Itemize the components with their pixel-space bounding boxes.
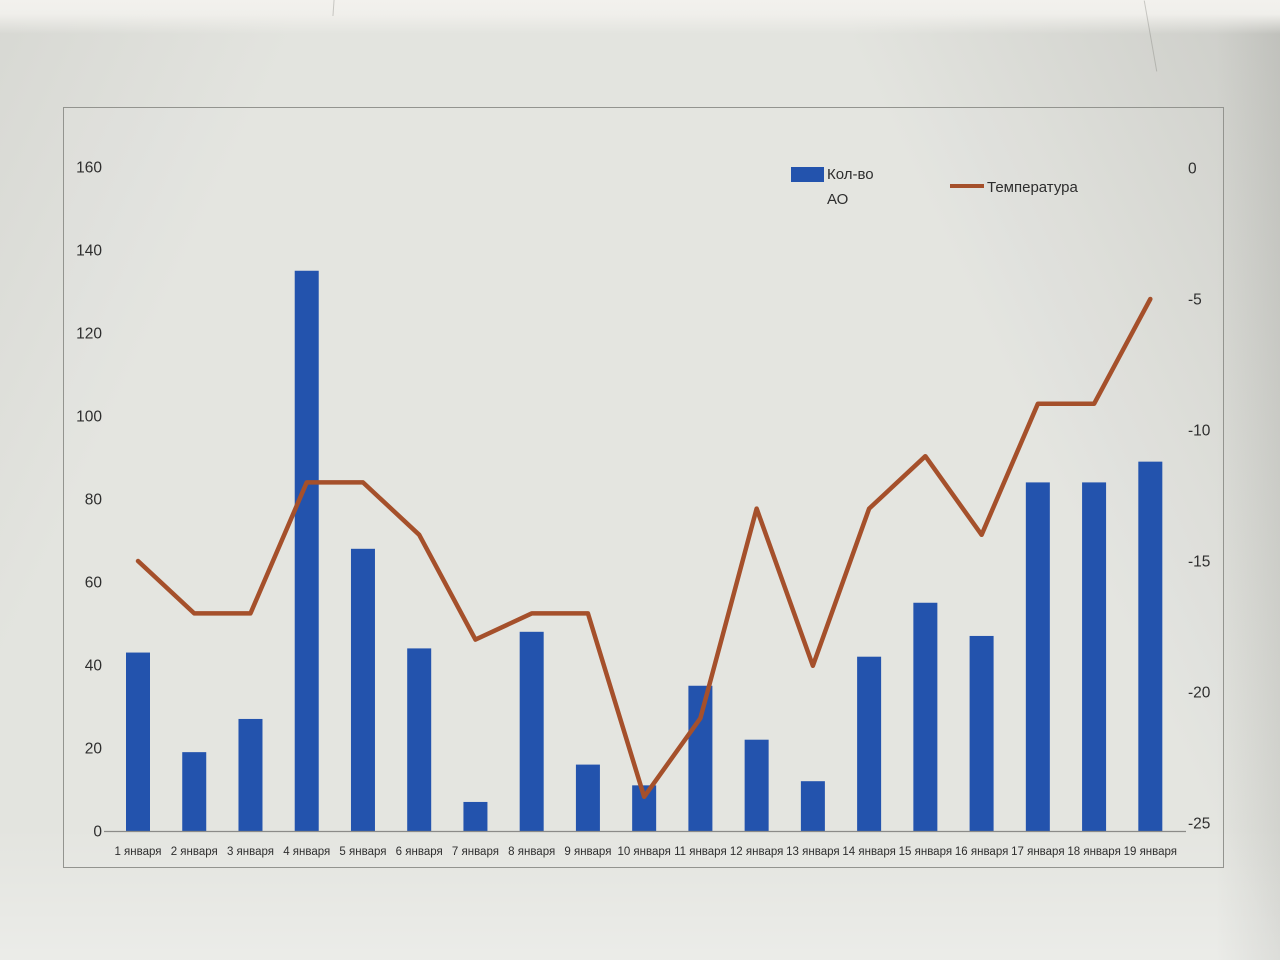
left-axis-tick: 60: [85, 575, 103, 592]
x-axis-label: 2 января: [171, 846, 218, 858]
temperature-line: [135, 296, 1153, 800]
bar-15 января: [913, 602, 938, 831]
bar-12 января: [744, 739, 769, 831]
bar-1 января: [126, 652, 150, 831]
x-axis-label: 7 января: [452, 846, 499, 858]
bar-16 января: [969, 635, 994, 831]
bar-19 января: [1138, 461, 1163, 831]
x-axis-label: 14 января: [842, 846, 895, 858]
left-axis-tick: 160: [76, 160, 102, 177]
chart-frame: 160 140 120 100 80 60 40 20 0 0 -5 -10 -15 -20 -25 1 ян…: [63, 107, 1224, 868]
bar-7 января: [463, 801, 488, 831]
legend-label-bars: Кол-во АО: [827, 166, 874, 208]
bar-18 января: [1082, 482, 1107, 831]
bar-2 января: [182, 752, 207, 831]
x-axis-label: 18 января: [1067, 846, 1120, 858]
right-axis-tick: 0: [1188, 161, 1197, 178]
line-series-swatch: [950, 184, 984, 188]
x-axis-label: 17 января: [1011, 846, 1064, 858]
x-axis-label: 6 января: [396, 846, 443, 858]
x-axis-label: 9 января: [564, 846, 611, 858]
left-axis-tick: 80: [85, 492, 103, 509]
legend-item-bars: Кол-во АО: [791, 162, 889, 212]
bar-11 января: [688, 685, 713, 831]
bar-4 января: [294, 270, 319, 831]
legend-item-line: Температура: [950, 175, 1078, 200]
x-axis-label: 13 января: [786, 846, 839, 858]
right-axis-tick: -5: [1188, 292, 1202, 309]
left-axis-tick: 0: [93, 824, 102, 841]
bar-9 января: [575, 764, 600, 831]
right-axis-tick: -25: [1188, 816, 1210, 833]
left-axis-tick: 100: [76, 409, 102, 426]
x-axis-label: 5 января: [339, 846, 386, 858]
x-axis-label: 16 января: [955, 846, 1008, 858]
x-axis-label: 8 января: [508, 846, 555, 858]
x-axis-label: 4 января: [283, 846, 330, 858]
x-axis-label: 12 января: [730, 846, 783, 858]
left-axis-tick: 120: [76, 326, 102, 343]
left-axis-tick: 140: [76, 243, 102, 260]
combo-chart-canvas: 160 140 120 100 80 60 40 20 0 0 -5 -10 -15 -20 -25 1 ян…: [76, 160, 1211, 859]
right-axis-tick: -15: [1188, 554, 1210, 571]
bar-13 января: [800, 781, 825, 831]
bar-8 января: [519, 631, 544, 831]
right-axis-tick: -10: [1188, 423, 1211, 440]
left-axis-tick: 40: [85, 658, 103, 675]
bar-3 января: [238, 718, 263, 831]
x-axis-label: 10 января: [617, 846, 670, 858]
paper-crease: [332, 0, 335, 17]
paper-crease: [1143, 0, 1158, 72]
bar-5 января: [350, 548, 375, 831]
x-axis-label: 15 января: [899, 846, 952, 858]
x-axis-label: 1 января: [114, 846, 161, 858]
bar-14 января: [857, 656, 882, 831]
right-axis-tick: -20: [1188, 685, 1211, 702]
bar-6 января: [407, 648, 432, 831]
left-axis-tick: 20: [85, 741, 103, 758]
legend-label-line: Температура: [987, 179, 1078, 196]
bar-series-swatch: [791, 167, 824, 182]
x-axis-label: 3 января: [227, 846, 274, 858]
bar-17 января: [1025, 482, 1050, 831]
x-axis-label: 19 января: [1124, 846, 1177, 858]
x-axis-label: 11 января: [674, 846, 727, 858]
